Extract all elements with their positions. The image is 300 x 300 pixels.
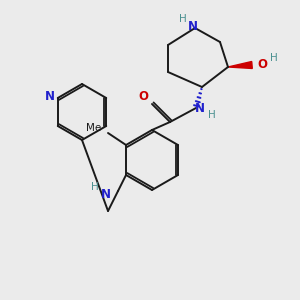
Text: N: N (101, 188, 111, 200)
Polygon shape (228, 61, 252, 68)
Text: N: N (45, 89, 55, 103)
Text: N: N (188, 20, 198, 34)
Text: N: N (195, 103, 205, 116)
Text: H: H (270, 53, 278, 63)
Text: H: H (208, 110, 216, 120)
Text: O: O (257, 58, 267, 70)
Text: Me: Me (86, 123, 101, 133)
Text: H: H (179, 14, 187, 24)
Text: H: H (91, 182, 99, 192)
Text: O: O (138, 91, 148, 103)
